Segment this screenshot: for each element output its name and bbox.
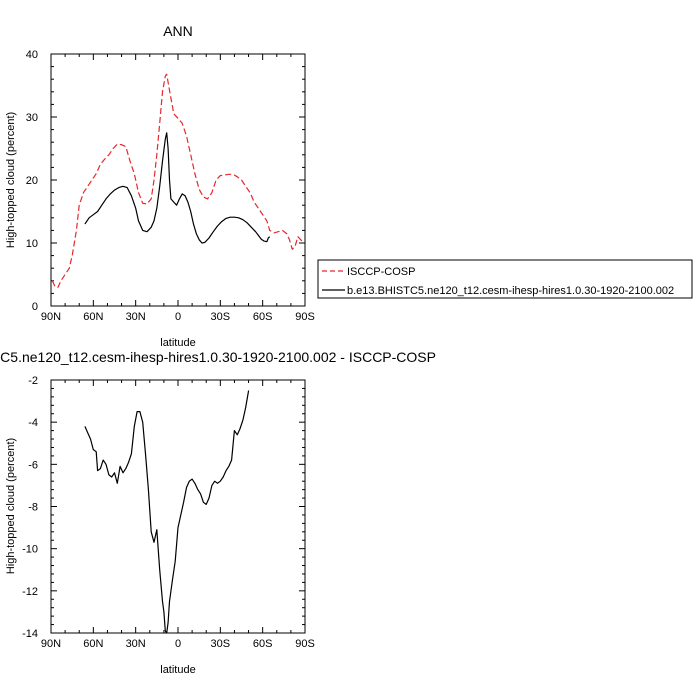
y-tick-label: -6	[28, 459, 38, 471]
x-tick-label: 90S	[295, 638, 315, 650]
y-tick-label: -4	[28, 417, 38, 429]
legend-label-model: b.e13.BHISTC5.ne120_t12.cesm-ihesp-hires…	[347, 285, 674, 297]
y-tick-label: 20	[26, 175, 38, 187]
bottom-x-axis-label: latitude	[160, 664, 195, 676]
top-y-axis-label: High-topped cloud (percent)	[5, 112, 17, 248]
bottom-x-ticks: 90N 60N 30N 0 30S 60S 90S	[41, 380, 315, 650]
y-tick-label: -8	[28, 502, 38, 514]
x-tick-label: 30N	[126, 638, 146, 650]
x-tick-label: 60S	[253, 638, 273, 650]
x-tick-label: 60N	[83, 311, 103, 323]
series-line-0	[51, 73, 305, 288]
y-tick-label: 30	[26, 112, 38, 124]
x-tick-label: 60N	[83, 638, 103, 650]
y-tick-label: 40	[26, 49, 38, 61]
y-tick-label: -12	[22, 586, 38, 598]
top-chart-title: ANN	[163, 23, 193, 39]
bottom-y-ticks: -2 -4 -6 -8 -10 -12 -14	[22, 375, 305, 640]
x-tick-label: 90N	[41, 638, 61, 650]
bottom-plot-frame	[50, 379, 306, 634]
bottom-series-lines	[84, 390, 250, 634]
x-tick-label: 90S	[295, 311, 315, 323]
series-line-0	[84, 390, 250, 634]
top-x-axis-label: latitude	[160, 337, 195, 349]
y-tick-label: 10	[26, 238, 38, 250]
x-tick-label: 0	[175, 311, 181, 323]
series-line-1	[84, 132, 271, 244]
top-series-lines	[51, 73, 305, 288]
y-tick-label: -14	[22, 628, 38, 640]
x-tick-label: 30S	[211, 311, 231, 323]
bottom-chart-title: b.e13.BHISTC5.ne120_t12.cesm-ihesp-hires…	[0, 349, 436, 365]
top-x-ticks: 90N 60N 30N 0 30S 60S 90S	[41, 54, 315, 323]
x-tick-label: 60S	[253, 311, 273, 323]
y-tick-label: 0	[32, 301, 38, 313]
top-y-ticks: 0 10 20 30 40	[26, 49, 305, 313]
y-tick-label: -2	[28, 375, 38, 387]
legend-label-isccp: ISCCP-COSP	[347, 266, 415, 278]
top-plot-frame	[50, 53, 306, 307]
legend-box	[317, 259, 693, 299]
x-tick-label: 30N	[126, 311, 146, 323]
x-tick-label: 30S	[211, 638, 231, 650]
y-tick-label: -10	[22, 544, 38, 556]
legend: ISCCP-COSP b.e13.BHISTC5.ne120_t12.cesm-…	[317, 259, 693, 299]
x-tick-label: 90N	[41, 311, 61, 323]
bottom-y-axis-label: High-topped cloud (percent)	[5, 438, 17, 574]
x-tick-label: 0	[175, 638, 181, 650]
bottom-plot: b.e13.BHISTC5.ne120_t12.cesm-ihesp-hires…	[0, 349, 436, 676]
top-plot: ANN 90N 60N 30N 0 30S 60S 90S 0 10 20 30 40 latitu…	[5, 23, 315, 349]
